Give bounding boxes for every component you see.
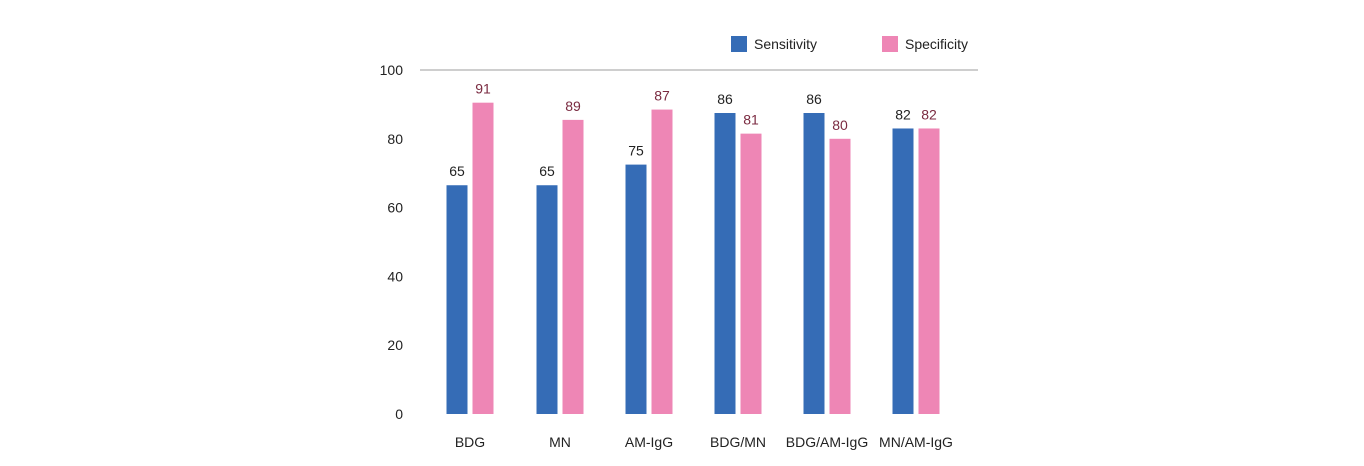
- data-label: 81: [743, 112, 759, 128]
- bar-specificity-mn: [562, 119, 584, 414]
- bar-specificity-am-igg: [651, 109, 673, 414]
- data-label: 87: [654, 88, 670, 104]
- y-axis: 0 20 40 60 80 100: [380, 62, 404, 422]
- data-label: 82: [921, 106, 937, 122]
- bar-sensitivity-mn-am-igg: [892, 128, 914, 415]
- x-axis: BDG MN AM-IgG BDG/MN BDG/AM-IgG MN/AM-IgG: [455, 434, 953, 450]
- bar-sensitivity-mn: [536, 185, 558, 414]
- legend: Sensitivity Specificity: [731, 36, 968, 52]
- legend-swatch-sensitivity: [731, 36, 747, 52]
- y-tick-label: 60: [387, 200, 403, 216]
- y-tick-label: 100: [380, 62, 404, 78]
- bar-specificity-bdg-mn: [740, 133, 762, 414]
- x-category-label: MN/AM-IgG: [879, 434, 953, 450]
- data-label: 86: [806, 91, 822, 107]
- x-category-label: BDG/MN: [710, 434, 766, 450]
- y-tick-label: 40: [387, 268, 403, 284]
- x-category-label: BDG: [455, 434, 485, 450]
- y-tick-label: 0: [395, 406, 403, 422]
- data-label: 65: [539, 163, 555, 179]
- x-category-label: MN: [549, 434, 571, 450]
- bar-specificity-bdg: [472, 102, 494, 415]
- data-label: 86: [717, 91, 733, 107]
- legend-label-specificity: Specificity: [905, 36, 968, 52]
- legend-label-sensitivity: Sensitivity: [754, 36, 817, 52]
- data-label: 91: [475, 81, 491, 97]
- data-label: 82: [895, 106, 911, 122]
- bar-specificity-mn-am-igg: [918, 128, 940, 415]
- legend-swatch-specificity: [882, 36, 898, 52]
- y-tick-label: 20: [387, 337, 403, 353]
- bar-sensitivity-bdg-mn: [714, 113, 736, 414]
- data-label: 65: [449, 163, 465, 179]
- data-label: 80: [832, 117, 848, 133]
- data-label: 75: [628, 143, 644, 159]
- data-label: 89: [565, 98, 581, 114]
- bar-sensitivity-bdg: [446, 185, 468, 414]
- bar-specificity-bdg-am-igg: [829, 138, 851, 415]
- x-category-label: BDG/AM-IgG: [786, 434, 868, 450]
- bars: 65 91 65 89 75 87 86 81 86 80 82 82: [446, 81, 940, 415]
- y-tick-label: 80: [387, 131, 403, 147]
- bar-sensitivity-bdg-am-igg: [803, 113, 825, 414]
- bar-sensitivity-am-igg: [625, 164, 647, 414]
- x-category-label: AM-IgG: [625, 434, 673, 450]
